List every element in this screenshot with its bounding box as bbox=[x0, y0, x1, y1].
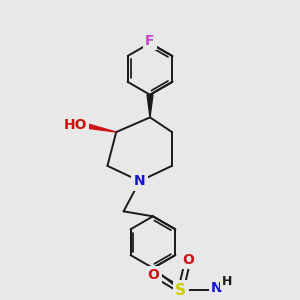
Text: N: N bbox=[211, 281, 223, 295]
Text: S: S bbox=[175, 283, 186, 298]
Polygon shape bbox=[147, 95, 153, 117]
Text: O: O bbox=[182, 253, 194, 267]
Text: HO: HO bbox=[63, 118, 87, 132]
Polygon shape bbox=[80, 122, 116, 132]
Text: O: O bbox=[148, 268, 160, 282]
Text: F: F bbox=[145, 34, 155, 48]
Text: N: N bbox=[134, 174, 146, 188]
Text: H: H bbox=[222, 275, 232, 288]
